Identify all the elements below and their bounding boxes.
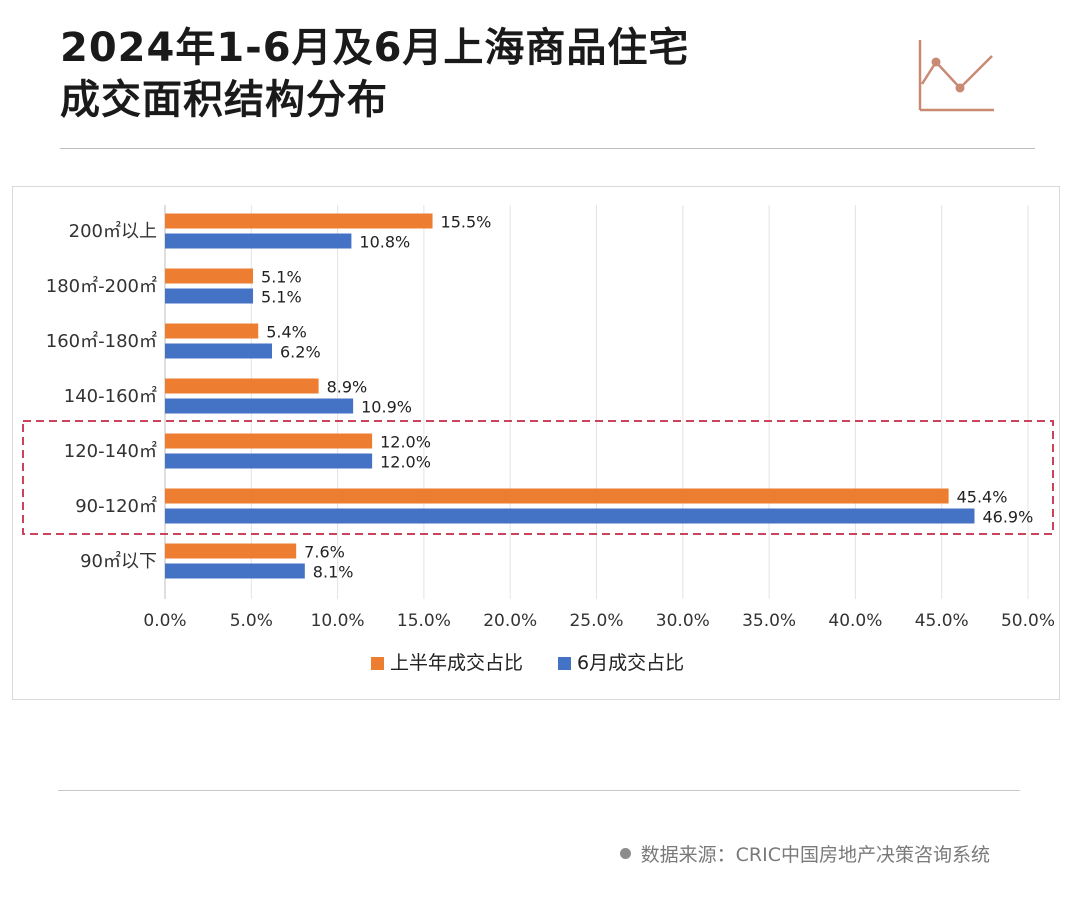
data-label: 6.2%	[280, 343, 321, 362]
x-tick-label: 10.0%	[311, 611, 365, 631]
bar	[165, 433, 373, 449]
x-tick-label: 25.0%	[569, 611, 623, 631]
data-label: 12.0%	[380, 433, 431, 452]
x-tick-label: 15.0%	[397, 611, 451, 631]
bar	[165, 508, 975, 524]
x-tick-label: 30.0%	[656, 611, 710, 631]
x-tick-label: 45.0%	[915, 611, 969, 631]
data-label: 8.9%	[327, 378, 368, 397]
line-chart-icon-trend	[920, 55, 993, 90]
chart-frame: 0.0% 5.0% 10.0% 15.0% 20.0% 25.0% 30.0% 35.0% 40…	[12, 186, 1060, 700]
category-label: 90㎡以下	[80, 550, 157, 572]
bar	[165, 343, 273, 359]
data-label: 10.8%	[359, 233, 410, 252]
data-label: 5.1%	[261, 288, 302, 307]
legend-label: 上半年成交占比	[390, 652, 523, 674]
data-label: 46.9%	[982, 508, 1033, 527]
bar	[165, 288, 254, 304]
data-source-text: 数据来源：CRIC中国房地产决策咨询系统	[640, 844, 990, 866]
bar	[165, 213, 433, 229]
category-label: 120-140㎡	[64, 440, 157, 462]
legend-swatch	[371, 657, 384, 670]
line-chart-icon-point-1	[931, 57, 941, 67]
category-label: 160㎡-180㎡	[46, 330, 157, 352]
data-label: 5.1%	[261, 268, 302, 287]
highlight-box	[22, 420, 1054, 535]
header-divider	[60, 148, 1035, 149]
line-chart-icon-point-2	[955, 83, 965, 93]
x-tick-label: 20.0%	[483, 611, 537, 631]
x-tick-label: 0.0%	[143, 611, 186, 631]
x-tick-label: 35.0%	[742, 611, 796, 631]
legend-swatch	[558, 657, 571, 670]
bar	[165, 323, 259, 339]
bar	[165, 398, 354, 414]
data-label: 8.1%	[313, 563, 354, 582]
bullet-icon	[619, 848, 631, 859]
bar	[165, 563, 305, 579]
bar	[165, 453, 373, 469]
line-chart-icon	[918, 40, 994, 112]
data-label: 45.4%	[957, 488, 1008, 507]
title-line-1: 2024年1-6月及6月上海商品住宅	[60, 25, 690, 71]
data-label: 15.5%	[441, 213, 492, 232]
category-label: 180㎡-200㎡	[46, 275, 157, 297]
data-label: 12.0%	[380, 453, 431, 472]
x-tick-label: 5.0%	[230, 611, 273, 631]
bar	[165, 378, 319, 394]
title-line-2: 成交面积结构分布	[60, 77, 388, 123]
category-label: 140-160㎡	[64, 385, 157, 407]
category-label: 200㎡以上	[69, 220, 157, 242]
x-tick-label: 50.0%	[1001, 611, 1055, 631]
category-label: 90-120㎡	[75, 495, 157, 517]
bar	[165, 268, 254, 284]
x-tick-label: 40.0%	[828, 611, 882, 631]
footer-divider	[58, 790, 1020, 791]
chart-title: 2024年1-6月及6月上海商品住宅 成交面积结构分布	[60, 22, 689, 126]
data-label: 5.4%	[266, 323, 307, 342]
data-label: 10.9%	[361, 398, 412, 417]
bar-chart: 0.0% 5.0% 10.0% 15.0% 20.0% 25.0% 30.0% 35.0% 40…	[22, 205, 1055, 674]
legend-label: 6月成交占比	[577, 652, 684, 674]
data-source: 数据来源：CRIC中国房地产决策咨询系统	[619, 840, 990, 867]
bar	[165, 543, 297, 559]
bar	[165, 233, 352, 249]
data-label: 7.6%	[304, 543, 345, 562]
bar	[165, 488, 949, 504]
